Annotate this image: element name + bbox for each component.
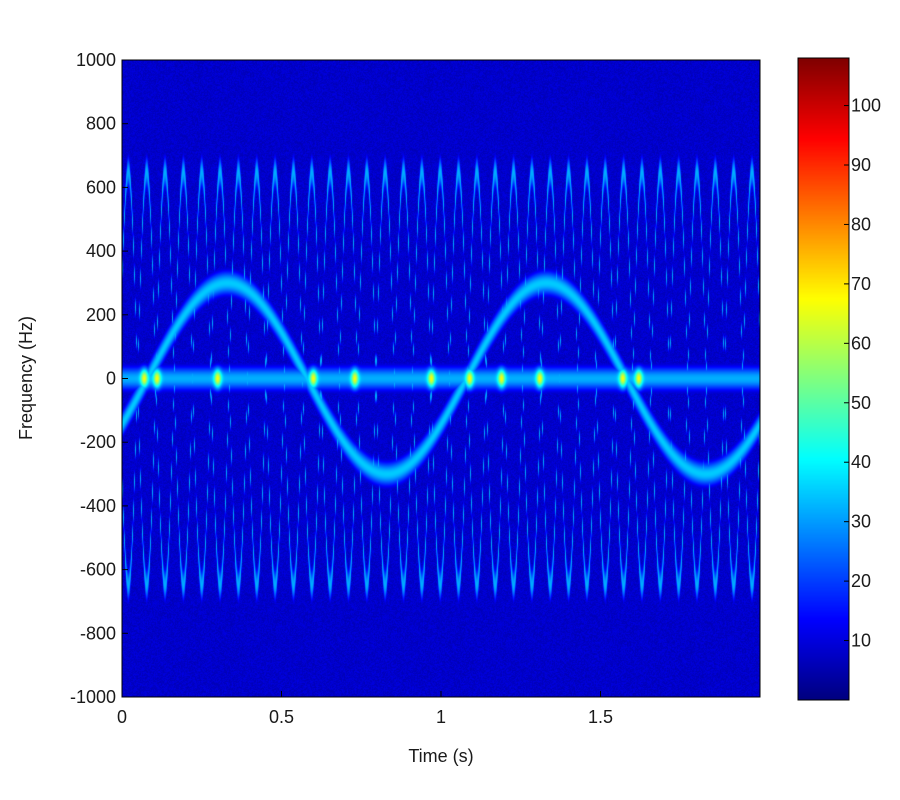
colorbar-ticks: 10 20 30 40 50 60 70 80 90 100 — [844, 96, 881, 651]
y-tick-label: 600 — [86, 177, 116, 197]
x-tick-label: 1 — [436, 707, 446, 727]
plot-area — [121, 59, 761, 698]
y-tick-label: -600 — [80, 560, 116, 580]
colorbar-tick-label: 30 — [851, 512, 871, 532]
y-tick-label: 0 — [106, 369, 116, 389]
spectrogram-heatmap — [122, 60, 760, 697]
x-tick-label: 0.5 — [269, 707, 294, 727]
y-tick-label: -200 — [80, 432, 116, 452]
colorbar-tick-label: 50 — [851, 393, 871, 413]
y-tick-label: 1000 — [76, 50, 116, 70]
y-tick-label: 200 — [86, 305, 116, 325]
colorbar-tick-label: 20 — [851, 571, 871, 591]
y-tick-label: 400 — [86, 241, 116, 261]
colorbar-tick-label: 70 — [851, 274, 871, 294]
y-tick-label: -1000 — [70, 687, 116, 707]
colorbar: 10 20 30 40 50 60 70 80 90 100 — [797, 57, 881, 701]
colorbar-tick-label: 60 — [851, 333, 871, 353]
colorbar-tick-label: 100 — [851, 96, 881, 116]
colorbar-frame — [797, 57, 850, 701]
x-tick-label: 0 — [117, 707, 127, 727]
colorbar-tick-label: 80 — [851, 214, 871, 234]
x-tick-label: 1.5 — [588, 707, 613, 727]
colorbar-tick-label: 40 — [851, 452, 871, 472]
y-tick-label: 800 — [86, 114, 116, 134]
y-axis-label: Frequency (Hz) — [16, 316, 36, 440]
y-tick-label: -400 — [80, 496, 116, 516]
y-axis-ticks: 1000 800 600 400 200 0 -200 -400 -600 -800 -1000 — [70, 50, 128, 707]
x-axis-label: Time (s) — [408, 746, 473, 766]
x-axis-ticks: 0 0.5 1 1.5 — [117, 691, 613, 727]
colorbar-gradient — [798, 58, 849, 700]
y-tick-label: -800 — [80, 623, 116, 643]
colorbar-tick-label: 90 — [851, 155, 871, 175]
colorbar-tick-label: 10 — [851, 631, 871, 651]
